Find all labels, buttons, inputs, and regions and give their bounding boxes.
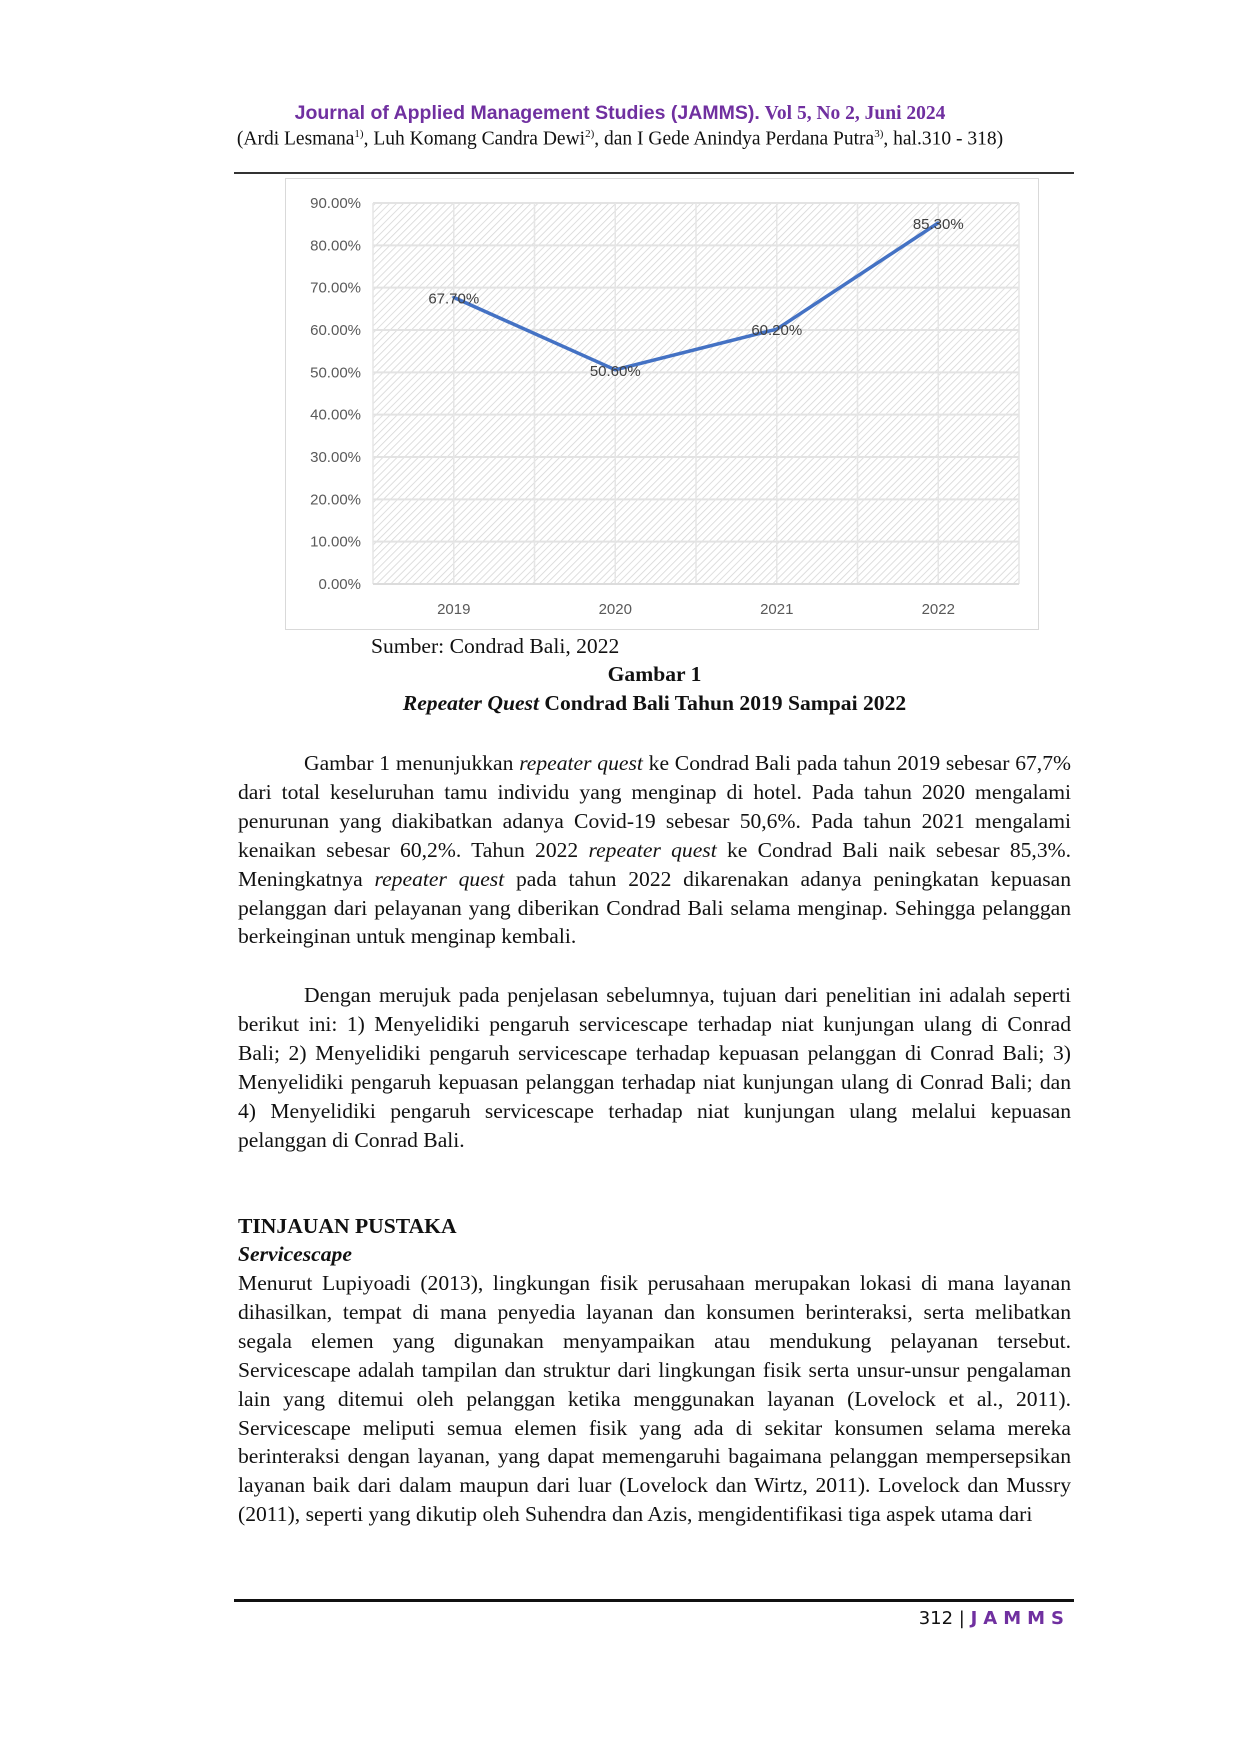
y-tick-label: 40.00% bbox=[310, 407, 361, 424]
paragraph-text: Gambar 1 menunjukkan bbox=[304, 751, 520, 775]
author-text: (Ardi Lesmana bbox=[236, 128, 355, 150]
data-label: 60.20% bbox=[751, 322, 802, 339]
body-paragraph: Gambar 1 menunjukkan repeater quest ke C… bbox=[238, 749, 1071, 951]
author-mark: 1) bbox=[354, 128, 364, 140]
caption-italic: Repeater Quest bbox=[402, 691, 539, 715]
caption-text: Condrad Bali Tahun 2019 Sampai 2022 bbox=[538, 691, 907, 715]
y-tick-label: 10.00% bbox=[310, 534, 361, 551]
paragraph-text: Dengan merujuk pada penjelasan sebelumny… bbox=[238, 983, 1071, 1152]
journal-volume: Vol 5, No 2, Juni 2024 bbox=[764, 103, 946, 124]
body-paragraph: Dengan merujuk pada penjelasan sebelumny… bbox=[238, 981, 1071, 1154]
x-tick-label: 2021 bbox=[760, 601, 793, 618]
page-range: , hal.310 - 318) bbox=[883, 128, 1004, 150]
page-number: 312 | JAMMS bbox=[900, 1608, 1070, 1629]
y-tick-label: 80.00% bbox=[310, 237, 361, 254]
body-paragraph: Menurut Lupiyoadi (2013), lingkungan fis… bbox=[238, 1271, 1071, 1527]
footer-journal: JAMMS bbox=[970, 1608, 1070, 1629]
data-point bbox=[452, 295, 456, 299]
subsection-heading: Servicescape bbox=[238, 1242, 352, 1266]
x-tick-label: 2019 bbox=[437, 601, 470, 618]
y-tick-label: 20.00% bbox=[310, 491, 361, 508]
data-point bbox=[775, 327, 779, 331]
footer-rule bbox=[234, 1599, 1074, 1602]
data-point bbox=[936, 221, 940, 225]
figure-label: Gambar 1 bbox=[607, 662, 702, 686]
y-tick-label: 90.00% bbox=[310, 195, 361, 212]
running-header-authors: (Ardi Lesmana1), Luh Komang Candra Dewi2… bbox=[0, 128, 1240, 151]
author-text: , Luh Komang Candra Dewi bbox=[363, 128, 586, 150]
paragraph-text: pada tahun 2022 dikarenakan adanya penin… bbox=[238, 866, 1071, 949]
author-mark: 3) bbox=[874, 128, 884, 140]
y-tick-label: 0.00% bbox=[318, 576, 361, 593]
y-tick-label: 50.00% bbox=[310, 364, 361, 381]
series-line bbox=[453, 221, 940, 372]
paragraph-text: ke Condrad Bali naik sebesar 85,3%. Meni… bbox=[238, 837, 1072, 891]
author-mark: 2) bbox=[585, 128, 595, 140]
figure-caption: Repeater Quest Condrad Bali Tahun 2019 S… bbox=[238, 691, 1071, 716]
x-tick-label: 2020 bbox=[599, 601, 632, 618]
chart-frame: 0.00% 10.00% 20.00% 30.00% 40.00% 50.00% 60.00… bbox=[285, 178, 1039, 630]
italic-term: repeater quest bbox=[374, 866, 505, 891]
data-label: 50.60% bbox=[590, 363, 641, 380]
data-label: 67.70% bbox=[428, 290, 479, 307]
y-tick-label: 30.00% bbox=[310, 449, 361, 466]
data-point bbox=[613, 368, 617, 372]
author-text: , dan I Gede Anindya Perdana Putra bbox=[594, 128, 875, 150]
y-tick-label: 60.00% bbox=[310, 322, 361, 339]
figure-source: Sumber: Condrad Bali, 2022 bbox=[371, 634, 620, 658]
y-tick-label: 70.00% bbox=[310, 280, 361, 297]
section-heading: TINJAUAN PUSTAKA bbox=[238, 1214, 457, 1238]
italic-term: repeater quest bbox=[519, 751, 643, 775]
paragraph-text: ke Condrad Bali pada tahun 2019 sebesar … bbox=[238, 751, 1071, 862]
page-number-text: 312 | bbox=[918, 1608, 971, 1629]
x-tick-label: 2022 bbox=[922, 601, 955, 618]
italic-term: repeater quest bbox=[588, 837, 717, 862]
data-label: 85.30% bbox=[913, 216, 964, 233]
running-header-journal: Journal of Applied Management Studies (J… bbox=[0, 102, 1240, 125]
line-chart: 0.00% 10.00% 20.00% 30.00% 40.00% 50.00% 60.00… bbox=[310, 195, 1020, 618]
header-rule bbox=[234, 172, 1074, 174]
journal-name: Journal of Applied Management Studies (J… bbox=[294, 102, 760, 124]
